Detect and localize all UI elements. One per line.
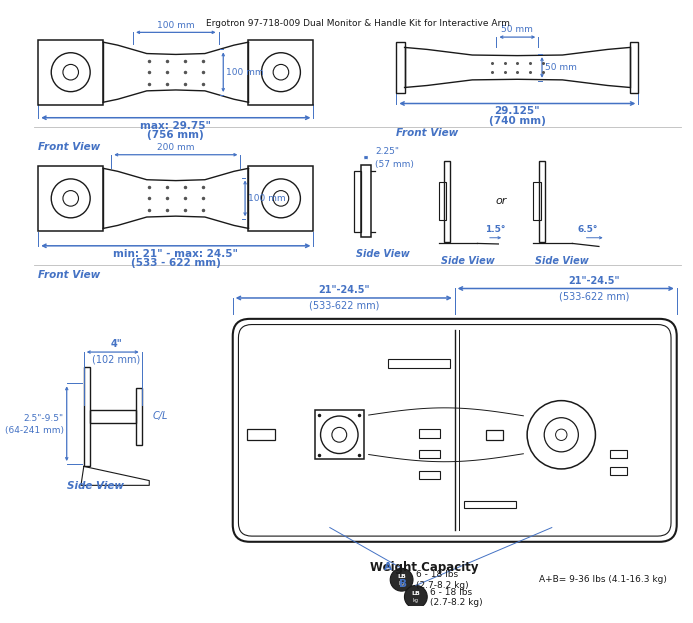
- Text: B: B: [398, 579, 407, 589]
- Text: 29.125": 29.125": [495, 107, 540, 117]
- Bar: [444, 161, 450, 242]
- Text: min: 21" - max: 24.5": min: 21" - max: 24.5": [114, 249, 238, 259]
- Text: Weight Capacity: Weight Capacity: [370, 561, 479, 574]
- Text: 6 - 18 lbs: 6 - 18 lbs: [416, 571, 458, 579]
- Text: 50 mm: 50 mm: [502, 26, 534, 34]
- Bar: [419, 450, 439, 459]
- Bar: [419, 429, 439, 437]
- Text: 100 mm: 100 mm: [226, 68, 264, 77]
- Bar: [610, 467, 627, 475]
- Text: Side View: Side View: [536, 256, 589, 266]
- Bar: [439, 183, 446, 220]
- Circle shape: [405, 586, 427, 608]
- Text: 100 mm: 100 mm: [248, 194, 286, 203]
- Text: Side View: Side View: [441, 256, 494, 266]
- Text: Ergotron 97-718-009 Dual Monitor & Handle Kit for Interactive Arm: Ergotron 97-718-009 Dual Monitor & Handl…: [206, 19, 509, 28]
- Bar: [539, 161, 545, 242]
- Bar: [38, 40, 103, 105]
- Bar: [464, 501, 516, 508]
- Text: 2.5"-9.5": 2.5"-9.5": [24, 414, 64, 424]
- Text: or: or: [495, 196, 507, 206]
- Text: A: A: [385, 562, 392, 572]
- Text: (533-622 mm): (533-622 mm): [308, 301, 379, 311]
- Text: (533 - 622 mm): (533 - 622 mm): [131, 258, 221, 268]
- Text: Side View: Side View: [356, 249, 410, 259]
- Bar: [610, 450, 627, 458]
- Text: (102 mm): (102 mm): [92, 355, 140, 365]
- Bar: [84, 367, 91, 467]
- Bar: [315, 410, 364, 459]
- Bar: [247, 429, 275, 440]
- Bar: [136, 388, 141, 445]
- Bar: [361, 165, 371, 237]
- Text: Front View: Front View: [396, 128, 459, 138]
- Text: Side View: Side View: [67, 481, 124, 491]
- Text: 2.25": 2.25": [375, 146, 399, 156]
- Circle shape: [390, 568, 413, 591]
- Bar: [486, 430, 503, 439]
- Text: (756 mm): (756 mm): [148, 130, 204, 140]
- Text: 21"-24.5": 21"-24.5": [568, 275, 620, 286]
- Text: 21"-24.5": 21"-24.5": [318, 285, 369, 295]
- Bar: [249, 166, 313, 231]
- Bar: [396, 42, 405, 92]
- Text: 6.5°: 6.5°: [577, 225, 597, 234]
- Text: LB: LB: [412, 591, 420, 596]
- Text: (64-241 mm): (64-241 mm): [5, 426, 64, 435]
- Bar: [419, 471, 439, 479]
- Text: (2.7-8.2 kg): (2.7-8.2 kg): [430, 598, 483, 607]
- Text: Front View: Front View: [38, 143, 100, 153]
- Text: max: 29.75": max: 29.75": [140, 121, 211, 131]
- Text: 4": 4": [110, 339, 122, 350]
- Text: 200 mm: 200 mm: [157, 143, 195, 152]
- Text: 1.5°: 1.5°: [485, 225, 505, 234]
- Text: C/L: C/L: [153, 411, 168, 421]
- Text: A+B= 9-36 lbs (4.1-16.3 kg): A+B= 9-36 lbs (4.1-16.3 kg): [539, 575, 667, 584]
- Bar: [630, 42, 638, 92]
- Bar: [534, 183, 541, 220]
- Text: kg: kg: [398, 581, 405, 586]
- Text: (533-622 mm): (533-622 mm): [559, 292, 629, 302]
- Text: kg: kg: [413, 598, 419, 603]
- Text: 100 mm: 100 mm: [157, 21, 195, 29]
- Text: Front View: Front View: [38, 270, 100, 280]
- Bar: [249, 40, 313, 105]
- Bar: [388, 359, 450, 368]
- Text: 50 mm: 50 mm: [545, 63, 577, 72]
- Text: 6 - 18 lbs: 6 - 18 lbs: [430, 587, 472, 597]
- Text: LB: LB: [397, 574, 406, 579]
- Text: (57 mm): (57 mm): [375, 161, 414, 169]
- Bar: [354, 171, 361, 232]
- Bar: [38, 166, 103, 231]
- Text: (2.7-8.2 kg): (2.7-8.2 kg): [416, 581, 468, 590]
- Text: (740 mm): (740 mm): [489, 116, 546, 126]
- Bar: [91, 410, 136, 423]
